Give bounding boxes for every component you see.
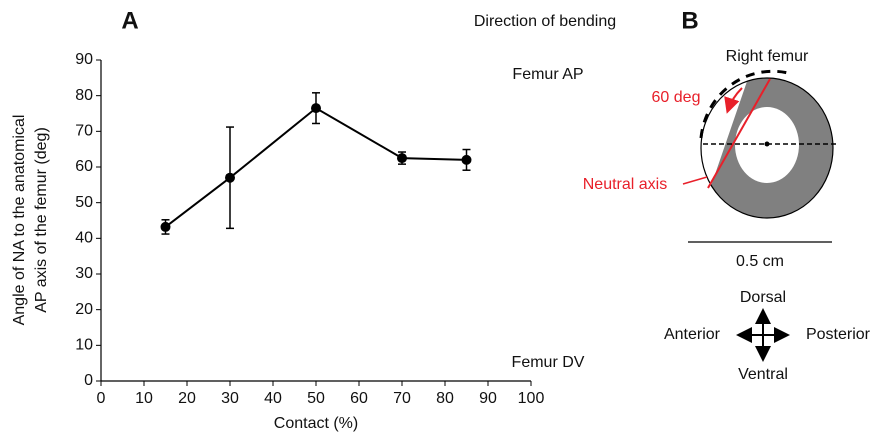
y-tick-label: 20 [75,301,93,318]
annotation: Femur AP [512,66,583,83]
x-tick-label: 40 [264,390,282,407]
x-tick-label: 90 [479,390,497,407]
centroid [764,141,770,147]
neutral-axis-label: Neutral axis [583,176,667,193]
y-tick-label: 0 [84,372,93,389]
y-tick-label: 10 [75,337,93,354]
x-axis-label: Contact (%) [274,415,358,432]
direction-label: Ventral [738,366,788,383]
data-point [311,103,321,114]
y-tick-label: 40 [75,230,93,247]
x-tick-label: 10 [135,390,153,407]
y-tick-label: 80 [75,87,93,104]
direction-label: Dorsal [740,289,786,306]
x-tick-label: 50 [307,390,325,407]
y-tick-label: 90 [75,51,93,68]
angle-arrow [724,87,743,114]
y-tick-label: 30 [75,265,93,282]
x-tick-label: 20 [178,390,196,407]
x-tick-label: 30 [221,390,239,407]
y-axis-label: Angle of NA to the anatomical [11,115,28,326]
bending-arc [699,69,793,139]
data-point [225,172,235,183]
neutral-axis [707,78,771,189]
angle-label: 60 deg [652,89,701,106]
x-tick-label: 80 [436,390,454,407]
data-point [461,154,472,165]
x-tick-label: 70 [393,390,411,407]
annotation: Femur DV [512,354,585,371]
y-tick-label: 60 [75,158,93,175]
data-point [397,153,407,164]
direction-label: Posterior [806,326,871,343]
y-tick-label: 70 [75,123,93,140]
x-tick-label: 0 [97,390,106,407]
data-point [160,221,171,232]
panel-label: B [681,7,698,34]
scale-label: 0.5 cm [736,253,784,270]
y-tick-label: 50 [75,194,93,211]
x-tick-label: 60 [350,390,368,407]
x-tick-label: 100 [518,390,545,407]
annotation: Direction of bending [474,13,616,30]
leader-line [682,176,708,185]
outline [700,77,834,219]
panel-label: A [121,7,138,34]
data-line [164,106,467,228]
diagram-title: Right femur [726,48,809,65]
y-axis-label: AP axis of the femur (deg) [33,127,50,313]
femur-diagram: B Right femur 60 deg Neutral axis 0.5 cm… [583,7,871,383]
direction-label: Anterior [664,326,721,343]
